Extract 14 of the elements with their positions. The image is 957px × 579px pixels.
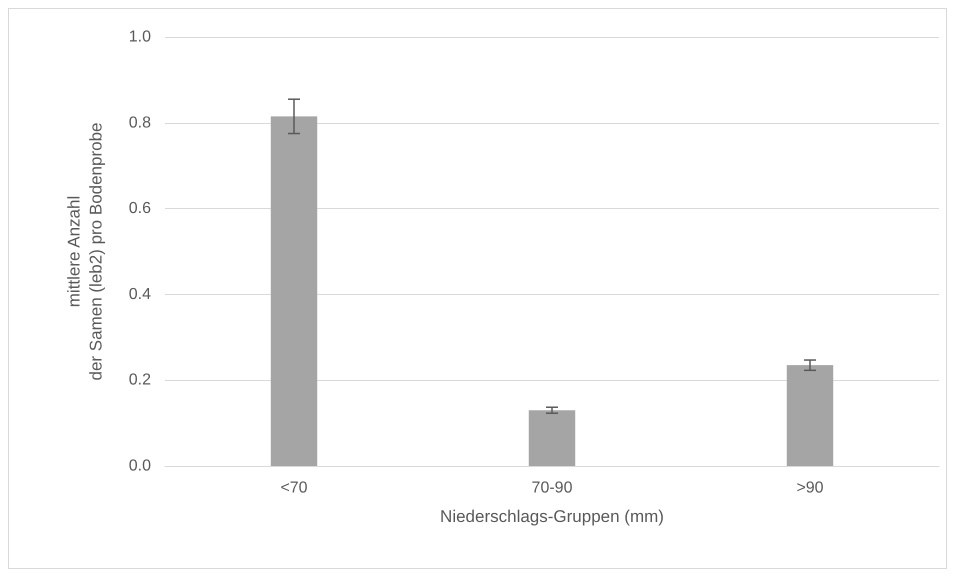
- bar: [528, 410, 576, 466]
- y-tick-label: 0.4: [128, 286, 152, 303]
- y-tick-label: 1.0: [128, 28, 152, 46]
- x-tick-label: 70-90: [532, 480, 573, 496]
- x-tick-label: >90: [796, 480, 824, 496]
- y-tick-label: 0.0: [128, 458, 152, 474]
- y-tick-label: 0.2: [128, 372, 152, 389]
- bar: [270, 116, 318, 466]
- y-tick-label: 0.8: [128, 114, 152, 132]
- bar: [786, 365, 834, 466]
- x-axis-title: Niederschlags-Gruppen (mm): [440, 507, 664, 526]
- y-tick-label: 0.6: [128, 200, 152, 218]
- y-axis-title: mittlere Anzahl der Samen (leb2) pro Bodenprobe: [64, 122, 106, 380]
- x-tick-label: <70: [280, 480, 308, 496]
